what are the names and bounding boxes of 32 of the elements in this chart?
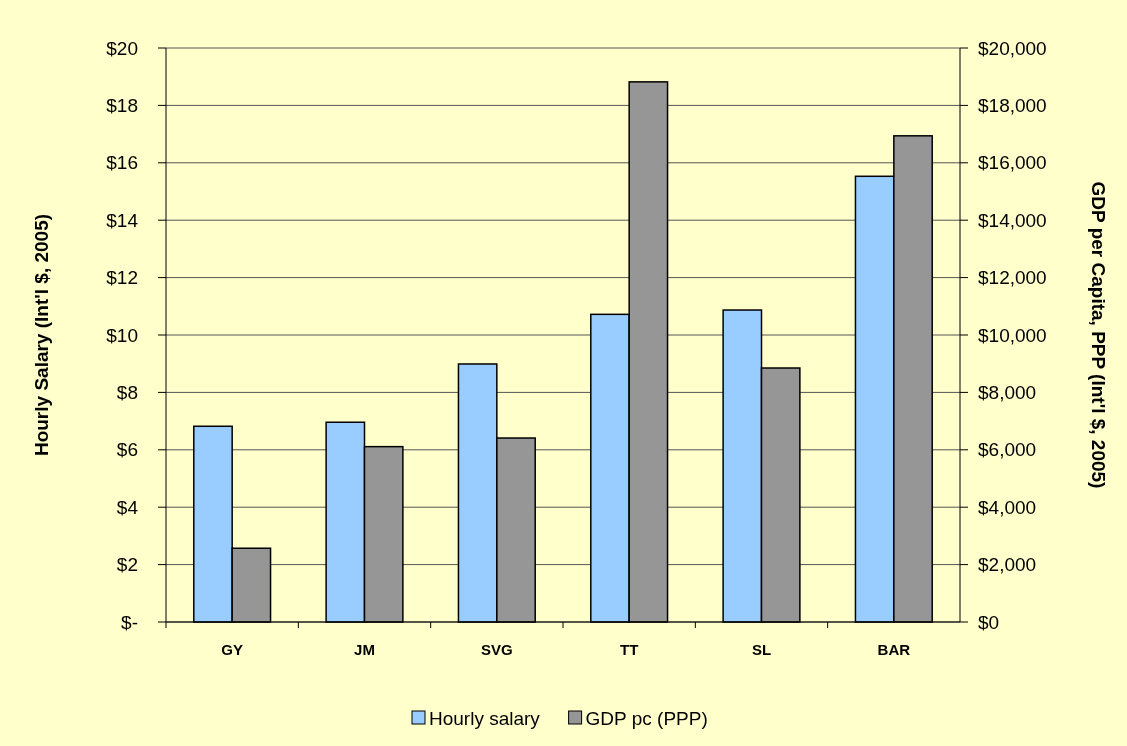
x-tick-label: SL (751, 641, 772, 658)
y-tick-label: $4 (116, 496, 139, 518)
y2-tick-label: $16,000 (978, 152, 1047, 174)
y-tick-label: $14 (106, 209, 139, 231)
y2-tick-label: $4,000 (978, 496, 1037, 518)
y2-tick-label: $14,000 (978, 209, 1047, 231)
y-tick-label: $10 (106, 324, 138, 346)
y-tick-label: $- (121, 611, 138, 633)
y2-tick-label: $2,000 (978, 554, 1037, 576)
y-tick-label: $8 (116, 382, 138, 404)
y-axis-title: Hourly Salary (Int'l $, 2005) (31, 213, 52, 457)
y2-tick-label: $18,000 (978, 95, 1047, 117)
x-tick-label: GY (221, 641, 244, 658)
legend-label: GDP pc (PPP) (585, 707, 708, 729)
y-tick-label: $2 (116, 554, 138, 576)
y2-axis-title: GDP per Capita, PPP (Int'l $, 2005) (1088, 181, 1109, 489)
y-tick-label: $20 (106, 37, 138, 59)
y2-tick-label: $6,000 (978, 439, 1037, 461)
y2-tick-label: $12,000 (978, 267, 1047, 289)
y2-tick-label: $20,000 (978, 37, 1047, 59)
x-tick-label: TT (620, 641, 639, 658)
x-tick-label: BAR (877, 641, 911, 658)
y-tick-label: $12 (106, 267, 138, 289)
y-tick-label: $18 (106, 95, 138, 117)
y2-tick-label: $8,000 (978, 382, 1037, 404)
y-tick-label: $16 (106, 152, 138, 174)
y2-tick-label: $0 (978, 611, 1000, 633)
x-tick-label: SVG (480, 641, 513, 658)
legend-label: Hourly salary (429, 707, 541, 729)
x-tick-label: JM (354, 641, 375, 658)
y-tick-label: $6 (116, 439, 138, 461)
y2-tick-label: $10,000 (978, 324, 1047, 346)
